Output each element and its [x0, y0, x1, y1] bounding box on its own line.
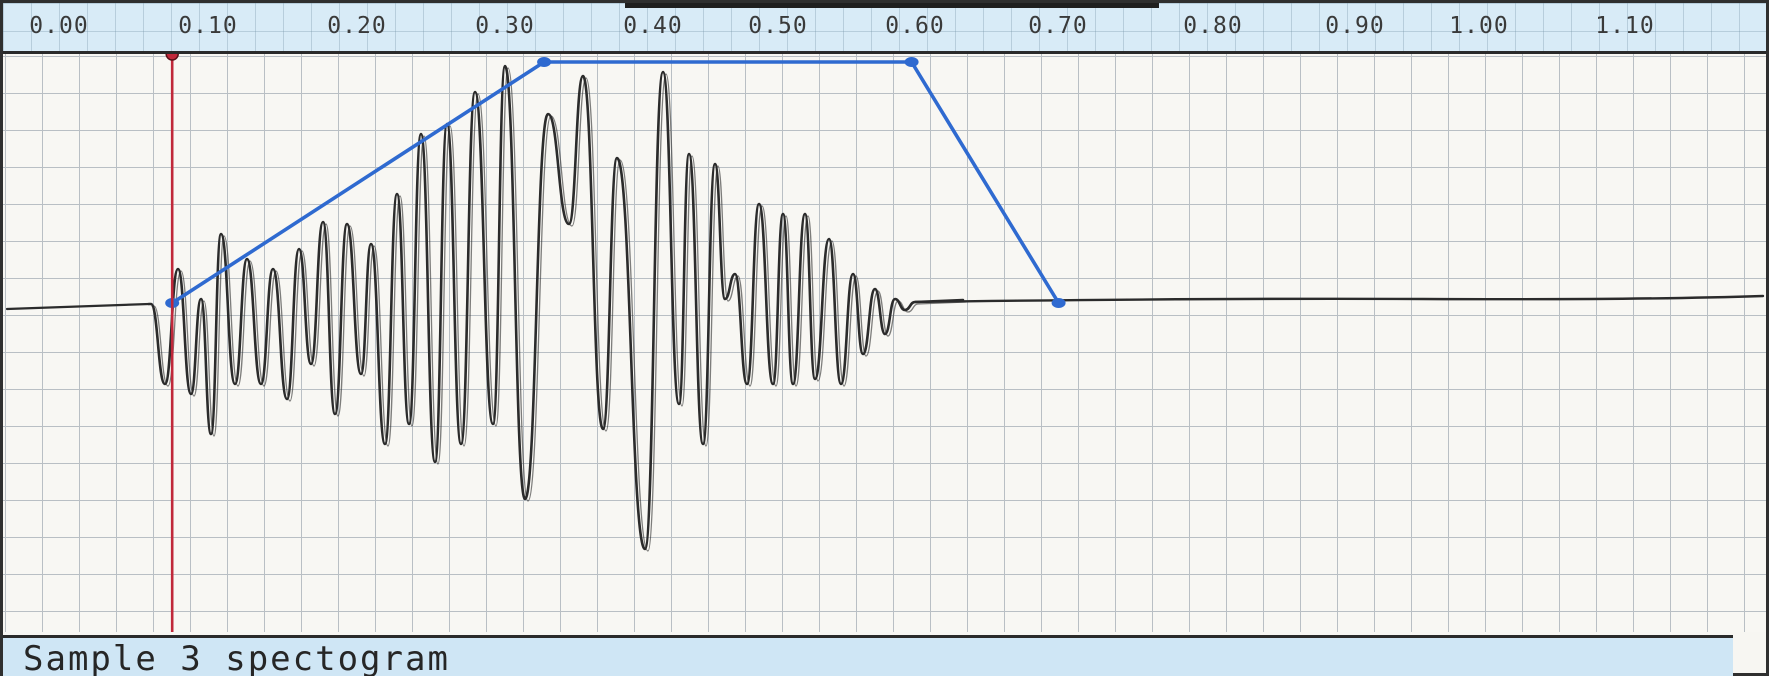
waveform-overtrace: [152, 68, 966, 551]
ruler-tick-label: 0.20: [327, 13, 386, 39]
selection-range-bar[interactable]: [625, 3, 1159, 8]
ruler-tick-label: 0.60: [885, 13, 944, 39]
ruler-tick-label: 0.90: [1325, 13, 1384, 39]
waveform-baseline-left: [7, 304, 149, 309]
waveform-view[interactable]: [3, 54, 1766, 632]
ruler-tick-label: 1.00: [1449, 13, 1508, 39]
track-label-bar: Sample 3 spectogram: [3, 635, 1733, 676]
envelope-handle[interactable]: [1052, 298, 1066, 308]
ruler-tick-label: 1.10: [1595, 13, 1654, 39]
ruler-tick-label: 0.40: [623, 13, 682, 39]
ruler-tick-label: 0.30: [475, 13, 534, 39]
envelope-handle[interactable]: [537, 57, 551, 67]
envelope-handle[interactable]: [905, 57, 919, 67]
ruler-tick-label: 0.00: [29, 13, 88, 39]
ruler-tick-label: 0.80: [1183, 13, 1242, 39]
playhead-handle[interactable]: [166, 54, 178, 60]
ruler-tick-label: 0.50: [748, 13, 807, 39]
waveform-baseline-right: [915, 296, 1763, 302]
time-ruler[interactable]: 0.00 0.10 0.20 0.30 0.40 0.50 0.60 0.70 …: [3, 3, 1766, 54]
track-name-label: Sample 3 spectogram: [23, 639, 450, 676]
ruler-tick-label: 0.70: [1028, 13, 1087, 39]
ruler-tick-label: 0.10: [178, 13, 237, 39]
